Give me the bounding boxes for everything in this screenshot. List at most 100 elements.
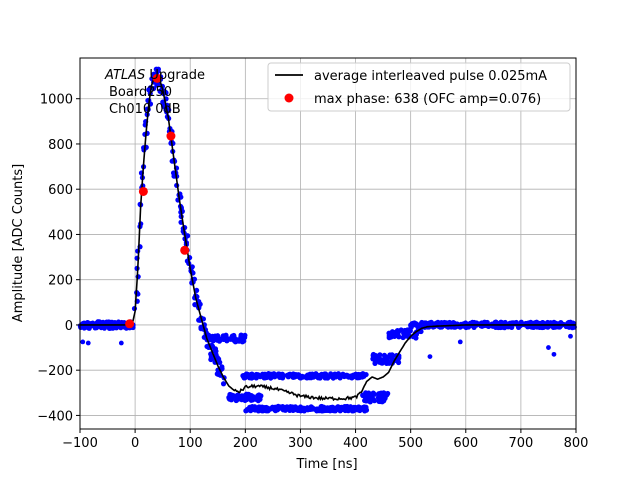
adc-sample-point bbox=[372, 358, 378, 364]
adc-sample-point bbox=[499, 324, 505, 330]
adc-sample-points bbox=[77, 66, 577, 414]
x-tick-label: 0 bbox=[131, 436, 139, 451]
adc-sample-point bbox=[306, 372, 313, 378]
adc-sample-point bbox=[400, 334, 406, 341]
adc-sample-point bbox=[160, 99, 166, 105]
x-tick-label: 100 bbox=[178, 436, 203, 451]
adc-sample-point bbox=[551, 319, 557, 325]
adc-sample-point bbox=[371, 391, 377, 397]
atlas-annotation: ATLAS Upgrade Board250 Ch010 0dB bbox=[104, 68, 205, 117]
adc-sample-point bbox=[362, 393, 368, 399]
adc-sample-point bbox=[361, 404, 367, 410]
adc-sample-point bbox=[568, 333, 573, 339]
x-tick-label: 800 bbox=[564, 436, 589, 451]
adc-sample-point bbox=[227, 336, 233, 342]
adc-sample-point bbox=[309, 406, 315, 412]
adc-sample-point bbox=[357, 372, 363, 378]
legend-dot-swatch bbox=[284, 93, 294, 103]
x-tick-label: 200 bbox=[233, 436, 258, 451]
x-tick-label: 700 bbox=[508, 436, 533, 451]
x-tick-label: −100 bbox=[62, 436, 98, 451]
adc-sample-point bbox=[285, 374, 291, 380]
adc-sample-point bbox=[299, 373, 305, 379]
adc-sample-point bbox=[413, 335, 419, 341]
adc-sample-point bbox=[427, 354, 433, 360]
adc-sample-point bbox=[212, 335, 218, 341]
adc-sample-point bbox=[163, 90, 169, 96]
adc-sample-point bbox=[512, 321, 518, 327]
adc-sample-point bbox=[85, 340, 91, 346]
annotation-atlas: ATLAS bbox=[104, 68, 145, 83]
adc-sample-point bbox=[280, 375, 286, 381]
adc-sample-point bbox=[270, 373, 276, 379]
adc-sample-point bbox=[112, 320, 118, 326]
adc-sample-point bbox=[333, 374, 339, 380]
adc-sample-point bbox=[551, 351, 557, 357]
legend-average-label: average interleaved pulse 0.025mA bbox=[314, 69, 547, 84]
max-phase-series bbox=[125, 73, 190, 329]
adc-sample-point bbox=[395, 332, 401, 338]
adc-sample-point bbox=[376, 354, 382, 360]
adc-sample-point bbox=[401, 330, 407, 336]
max-phase-point bbox=[166, 131, 176, 141]
adc-sample-point bbox=[297, 404, 304, 410]
adc-sample-point bbox=[370, 351, 377, 358]
max-phase-point bbox=[180, 245, 190, 255]
adc-sample-point bbox=[80, 339, 86, 345]
adc-sample-point bbox=[319, 406, 325, 412]
adc-sample-point bbox=[385, 390, 391, 397]
adc-sample-point bbox=[317, 375, 323, 381]
adc-sample-point bbox=[567, 319, 574, 325]
adc-sample-point bbox=[155, 66, 161, 72]
average-pulse-series bbox=[80, 75, 576, 402]
adc-sample-point bbox=[457, 339, 463, 345]
adc-sample-point bbox=[339, 406, 345, 412]
adc-sample-point bbox=[280, 407, 286, 413]
y-tick-label: −400 bbox=[37, 409, 73, 424]
adc-sample-point bbox=[367, 399, 373, 405]
x-tick-label: 600 bbox=[453, 436, 478, 451]
plot-frame bbox=[79, 57, 577, 430]
legend: average interleaved pulse 0.025mA max ph… bbox=[267, 62, 571, 112]
adc-sample-point bbox=[365, 390, 372, 396]
y-tick-label: 600 bbox=[48, 183, 73, 198]
adc-sample-point bbox=[493, 319, 499, 325]
adc-sample-point bbox=[230, 333, 237, 339]
adc-sample-point bbox=[363, 398, 369, 404]
adc-sample-point bbox=[256, 404, 262, 410]
x-tick-label: 300 bbox=[288, 436, 313, 451]
annotation-upgrade: Upgrade bbox=[145, 68, 205, 83]
adc-sample-point bbox=[384, 355, 390, 361]
adc-sample-point bbox=[389, 352, 395, 358]
adc-sample-point bbox=[323, 374, 329, 380]
adc-sample-point bbox=[242, 372, 248, 378]
adc-sample-point bbox=[314, 408, 320, 414]
adc-sample-point bbox=[335, 406, 341, 412]
adc-sample-point bbox=[352, 406, 358, 412]
adc-sample-point bbox=[250, 397, 256, 403]
adc-sample-point bbox=[471, 319, 477, 326]
x-tick-label: 400 bbox=[343, 436, 368, 451]
adc-sample-point bbox=[378, 396, 384, 402]
adc-sample-point bbox=[248, 404, 254, 411]
adc-sample-point bbox=[378, 390, 385, 396]
legend-box bbox=[267, 62, 571, 112]
y-tick-label: 200 bbox=[48, 274, 73, 289]
adc-sample-point bbox=[440, 320, 446, 326]
adc-sample-point bbox=[435, 319, 441, 325]
adc-sample-point bbox=[268, 406, 274, 412]
y-tick-label: −200 bbox=[37, 364, 73, 379]
adc-sample-point bbox=[532, 323, 538, 329]
adc-sample-point bbox=[272, 408, 279, 414]
legend-maxphase-label: max phase: 638 (OFC amp=0.076) bbox=[314, 92, 541, 107]
y-tick-label: 400 bbox=[48, 228, 73, 243]
adc-sample-point bbox=[213, 348, 219, 354]
adc-sample-point bbox=[107, 325, 114, 331]
adc-sample-point bbox=[118, 325, 124, 331]
adc-sample-point bbox=[235, 394, 242, 400]
x-axis-ticks: −100 0 100 200 300 400 500 600 700 800 bbox=[62, 429, 588, 451]
max-phase-point bbox=[125, 319, 135, 329]
adc-sample-point bbox=[81, 324, 87, 331]
adc-sample-point bbox=[394, 327, 401, 334]
adc-sample-point bbox=[540, 324, 547, 331]
